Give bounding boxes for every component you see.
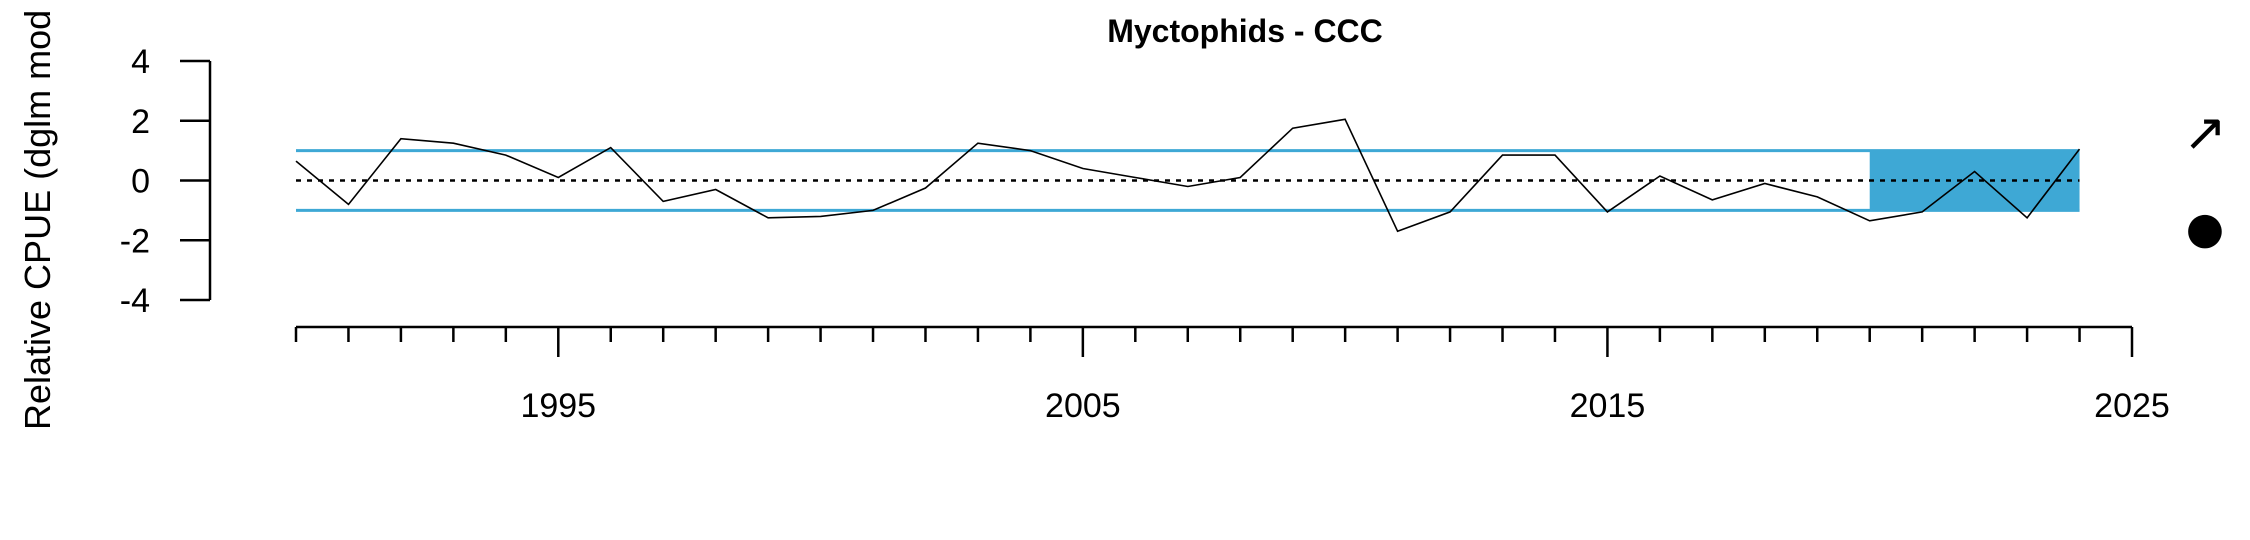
y-tick-label: 2 [131,103,150,141]
cpue-series-line [295,118,2081,233]
band-layer [296,149,2080,212]
y-tick-label: -4 [120,282,150,320]
y-tick-label: 4 [131,43,150,81]
status-dot-icon: ● [2186,203,2224,254]
y-axis-label: Relative CPUE (dglm mod [17,10,58,430]
x-tick-label: 2025 [2094,387,2170,425]
y-tick-label: -2 [120,222,150,260]
y-tick-label: 0 [131,163,150,201]
axes: 4 2 0 -2 -4 1995 2005 2015 2025 [120,43,2170,425]
series-layer [295,118,2081,233]
x-tick-label: 2015 [1570,387,1646,425]
chart-title: Myctophids - CCC [1107,13,1383,49]
x-tick-label: 2005 [1045,387,1121,425]
x-tick-label: 1995 [520,387,596,425]
trend-arrow-icon: ↗ [2183,103,2227,163]
